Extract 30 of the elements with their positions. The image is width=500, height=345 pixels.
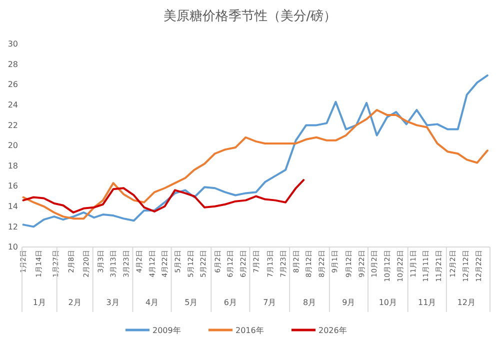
y-tick-label: 18 [8, 161, 18, 170]
text: 9月 [342, 298, 356, 307]
text: 12月 [457, 298, 476, 307]
line-series [22, 74, 488, 228]
y-tick-label: 28 [8, 60, 18, 69]
legend-label: 2026年 [318, 326, 347, 335]
text: 6月 [224, 298, 237, 307]
y-tick-label: 14 [8, 202, 18, 211]
y-tick-label: 10 [8, 242, 18, 252]
text: 3月 [106, 298, 120, 307]
text: 1月 [32, 298, 46, 307]
text: 5月 [184, 298, 198, 307]
y-tick-label: 30 [8, 40, 18, 49]
text: 8月 [302, 298, 316, 307]
y-tick-label: 26 [8, 80, 18, 90]
text: 7月 [263, 298, 276, 307]
legend-label: 2009年 [152, 326, 181, 335]
line-series [22, 179, 305, 214]
legend-label: 2016年 [236, 326, 264, 335]
y-tick-label: 12 [8, 222, 18, 232]
line-series [22, 108, 488, 220]
y-tick-label: 20 [8, 141, 18, 150]
y-tick-label: 24 [8, 100, 18, 110]
y-tick-label: 16 [8, 182, 18, 191]
chart-title: 美原糖价格季节性（美分/磅） [163, 8, 337, 24]
text: 2月 [68, 298, 82, 307]
text: 10月 [378, 298, 398, 307]
y-tick-label: 22 [8, 120, 18, 130]
text: 11月 [418, 298, 436, 307]
text: 4月 [145, 298, 159, 307]
